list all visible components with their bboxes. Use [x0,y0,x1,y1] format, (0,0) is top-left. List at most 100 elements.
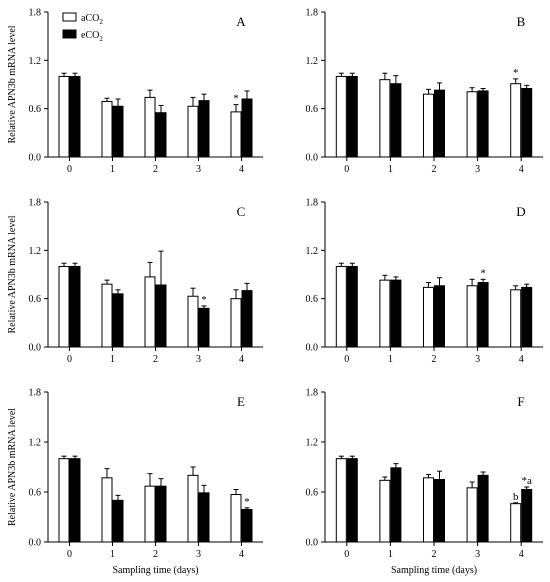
x-tick-label-c-2: 2 [153,354,158,365]
bar-d-eco2-0 [346,265,358,348]
y-tick-label-e-1: 0.6 [29,488,42,499]
panel-letter-c: C [237,204,246,219]
y-tick-label-c-1: 0.6 [29,294,42,305]
bar-e-eco2-2 [155,485,167,543]
y-axis-label-c: Relative APN3b mRNA level [7,215,18,333]
y-tick-label-b-2: 1.2 [306,56,319,67]
chart-panel-d: 0.0 0.6 1.2 1.8 0 1 2 3 4 * D [306,198,543,365]
bar-c-eco2-0 [69,265,81,348]
bar-f-eco2-0 [346,458,358,543]
bar-e-aco2-0 [58,458,70,543]
bar-b-eco2-4 [521,88,533,158]
bar-e-eco2-3 [198,492,210,543]
bar-c-aco2-4 [230,298,242,348]
y-tick-label-d-0: 0.0 [306,343,319,354]
bar-a-aco2-1 [101,100,113,158]
bar-f-aco2-4 [510,503,522,543]
bar-a-aco2-3 [187,105,199,158]
bar-b-aco2-3 [466,91,478,158]
x-tick-label-e-2: 2 [153,549,158,560]
bar-e-aco2-2 [144,485,156,543]
bar-a-eco2-4 [241,98,253,158]
bar-d-eco2-1 [390,279,402,348]
bar-c-aco2-0 [58,265,70,348]
y-tick-label-c-2: 1.2 [29,246,42,257]
x-tick-label-d-4: 4 [519,354,524,365]
bar-d-eco2-4 [521,286,533,348]
x-axis-label-e: Sampling time (days) [112,565,198,576]
bar-a-eco2-1 [112,105,124,158]
x-tick-label-d-2: 2 [432,354,437,365]
x-tick-label-e-3: 3 [196,549,201,560]
x-tick-label-b-3: 3 [475,164,480,175]
bar-b-aco2-0 [335,75,347,158]
y-tick-label-c-3: 1.8 [29,198,42,209]
chart-panel-a: 0.0 0.6 1.2 1.8 0 1 2 3 4 * A Relative APN3b mRNA l… [7,8,263,175]
bar-c-aco2-3 [187,295,199,348]
y-axis-label-e: Relative APN3b mRNA level [7,408,18,526]
panel-letter-b: B [517,14,526,29]
y-tick-label-b-3: 1.8 [306,8,319,19]
x-tick-label-f-4: 4 [519,549,524,560]
legend-label-eco2: eCO2 [81,30,103,43]
bar-a-eco2-3 [198,100,210,158]
panel-letter-f: F [517,394,524,409]
bar-a-aco2-2 [144,96,156,158]
y-tick-label-a-3: 1.8 [29,8,42,19]
x-tick-label-c-0: 0 [67,354,72,365]
bar-f-aco2-2 [423,477,434,543]
x-tick-label-f-1: 1 [388,549,393,560]
x-tick-label-b-0: 0 [344,164,349,175]
bar-b-eco2-2 [434,89,445,158]
annotation-b-0: * [513,67,519,79]
y-axis-label-a: Relative APN3b mRNA level [7,25,18,143]
x-tick-label-a-2: 2 [153,164,158,175]
bar-f-aco2-0 [335,458,347,543]
y-tick-label-e-0: 0.0 [29,538,42,549]
bar-a-aco2-4 [230,111,242,158]
panel-letter-d: D [516,204,525,219]
y-tick-label-c-0: 0.0 [29,343,42,354]
y-tick-label-f-2: 1.2 [306,438,319,449]
y-tick-label-e-3: 1.8 [29,388,42,399]
bar-d-eco2-3 [477,282,489,348]
bar-f-eco2-4 [521,489,533,543]
panel-letter-a: A [236,14,246,29]
x-tick-label-d-0: 0 [344,354,349,365]
bar-d-eco2-2 [434,285,445,348]
x-tick-label-b-4: 4 [519,164,524,175]
annotation-f-0: b [513,491,519,503]
y-tick-label-a-2: 1.2 [29,56,42,67]
bar-e-aco2-1 [101,477,113,543]
annotation-f-1: *a [522,475,533,487]
x-tick-label-a-1: 1 [110,164,115,175]
y-tick-label-f-1: 0.6 [306,488,319,499]
bar-f-eco2-3 [477,474,489,543]
bar-c-eco2-4 [241,290,253,348]
bar-f-eco2-1 [390,467,402,543]
x-tick-label-a-4: 4 [239,164,244,175]
bar-f-eco2-2 [434,479,445,543]
bar-c-eco2-3 [198,307,210,348]
bar-f-aco2-1 [379,479,391,543]
bar-d-aco2-2 [423,286,434,348]
bar-d-aco2-4 [510,289,522,348]
annotation-d-0: * [480,267,486,279]
bar-a-eco2-2 [155,112,167,158]
x-tick-label-e-0: 0 [67,549,72,560]
x-tick-label-e-1: 1 [110,549,115,560]
x-tick-label-a-3: 3 [196,164,201,175]
chart-panel-b: 0.0 0.6 1.2 1.8 0 1 2 3 4 * B [306,8,543,175]
bar-b-aco2-4 [510,83,522,158]
legend-label-aco2: aCO2 [81,13,103,26]
bar-e-eco2-0 [69,458,81,543]
x-tick-label-d-3: 3 [475,354,480,365]
y-tick-label-e-2: 1.2 [29,438,42,449]
chart-panel-e: 0.0 0.6 1.2 1.8 0 1 2 3 4 * E Relative APN3b mRNA l… [7,388,263,576]
bar-e-aco2-4 [230,494,242,543]
chart-panel-f: 0.0 0.6 1.2 1.8 0 1 2 3 4 b*a F Sampling time (days… [306,388,543,576]
bar-c-aco2-2 [144,276,156,348]
bar-e-eco2-4 [241,509,253,543]
bar-d-aco2-0 [335,265,347,348]
